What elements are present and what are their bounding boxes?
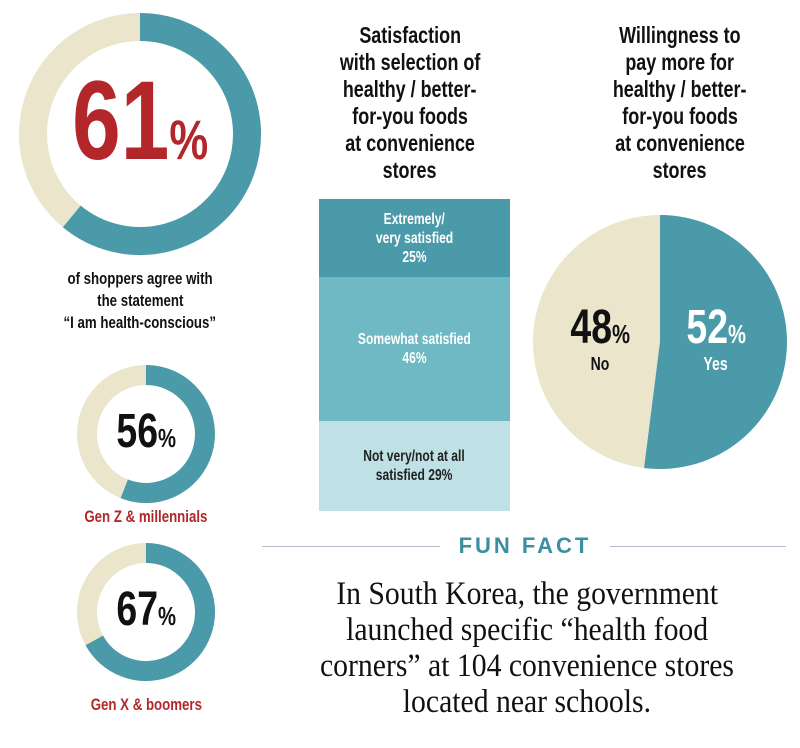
- value-number: 61: [71, 58, 170, 183]
- donut-value-56: 56%: [86, 406, 206, 458]
- pie-label-yes: 52% Yes: [664, 302, 768, 375]
- gen-x-label: Gen X & boomers: [90, 695, 202, 714]
- pie-slice-yes: [644, 215, 787, 469]
- gen-z-label: Gen Z & millennials: [84, 507, 208, 526]
- caption-line-2: the statement: [96, 291, 184, 310]
- fun-fact-rule-right: [610, 546, 786, 547]
- value-number: 56: [116, 405, 158, 458]
- percent-sign: %: [157, 601, 176, 631]
- donut-value-arc: [120, 365, 215, 503]
- donut-chart-health-conscious: [19, 13, 261, 255]
- donut-caption: of shoppers agree with the statement “I …: [8, 268, 272, 334]
- donut-chart-gen-x: [77, 543, 215, 681]
- caption-line-3: “I am health-conscious”: [63, 313, 217, 332]
- satisfaction-stacked-bar: Extremely/ very satisfied 25% Somewhat s…: [319, 199, 510, 511]
- segment-somewhat-satisfied: Somewhat satisfied 46%: [319, 277, 510, 421]
- satisfaction-title: Satisfaction with selection of healthy /…: [339, 22, 481, 183]
- fun-fact-text: In South Korea, the government launched …: [319, 576, 734, 720]
- fun-fact-rule-left: [262, 546, 440, 547]
- yes-label: Yes: [703, 354, 729, 374]
- fun-fact-title: FUN FACT: [458, 533, 592, 558]
- percent-sign: %: [157, 423, 176, 453]
- segment-very-satisfied: Extremely/ very satisfied 25%: [319, 199, 510, 277]
- yes-value: 52: [686, 301, 728, 354]
- no-value: 48: [570, 301, 612, 354]
- donut-value-arc: [62, 13, 261, 255]
- segment-not-satisfied: Not very/not at all satisfied 29%: [319, 421, 510, 511]
- donut-chart-gen-z: [77, 365, 215, 503]
- percent-sign: %: [169, 108, 209, 171]
- willingness-pie-chart: [533, 215, 787, 469]
- donut-value-arc: [85, 543, 215, 681]
- caption-line-1: of shoppers agree with: [67, 269, 213, 288]
- no-label: No: [590, 354, 610, 374]
- donut-value-61: 61%: [40, 62, 240, 180]
- percent-sign: %: [611, 319, 630, 349]
- value-number: 67: [116, 583, 158, 636]
- pie-label-no: 48% No: [548, 302, 652, 375]
- percent-sign: %: [727, 319, 746, 349]
- willingness-title: Willingness to pay more for healthy / be…: [613, 22, 747, 183]
- donut-value-67: 67%: [86, 584, 206, 636]
